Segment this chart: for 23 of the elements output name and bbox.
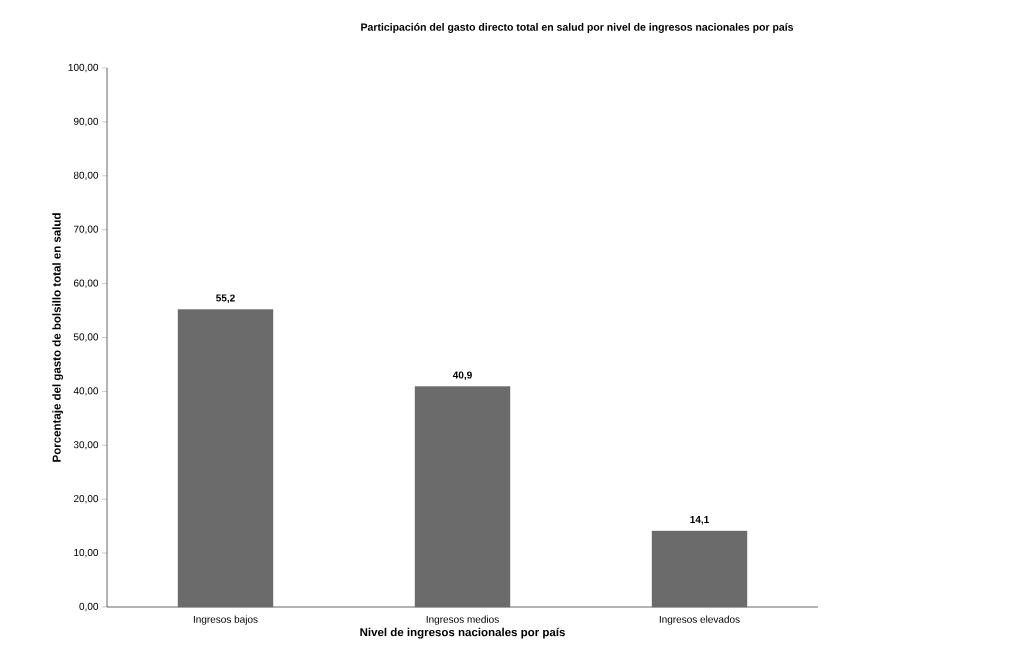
data-label: 55,2 <box>216 294 235 303</box>
y-tick-label: 10,00 <box>74 548 99 558</box>
x-tick-label: Ingresos elevados <box>659 615 740 625</box>
y-tick-label: 60,00 <box>73 279 99 288</box>
y-tick-label: 0,00 <box>79 602 99 612</box>
chart-title: Participación del gasto directo total en salud por nivel de ingresos nacionales por país <box>361 23 794 33</box>
bar <box>177 309 274 608</box>
y-tick-label: 20,00 <box>73 495 99 504</box>
x-tick-label: Ingresos bajos <box>193 615 258 625</box>
bar <box>414 386 511 608</box>
y-tick-label: 90,00 <box>73 117 99 127</box>
x-tick-label: Ingresos medios <box>426 615 499 625</box>
y-tick-label: 40,00 <box>73 387 99 396</box>
y-axis-title: Porcentaje del gasto de bolsillo total en salud <box>52 213 64 462</box>
data-label: 14,1 <box>690 516 709 525</box>
y-tick-label: 70,00 <box>73 225 99 234</box>
y-tick-label: 30,00 <box>73 441 99 450</box>
x-axis-title: Nivel de ingresos nacionales por país <box>360 627 565 639</box>
y-tick-label: 80,00 <box>73 171 99 180</box>
y-tick-label: 50,00 <box>73 333 99 342</box>
data-label: 40,9 <box>452 371 472 381</box>
bar <box>651 530 748 608</box>
y-tick-label: 100,00 <box>68 63 99 73</box>
